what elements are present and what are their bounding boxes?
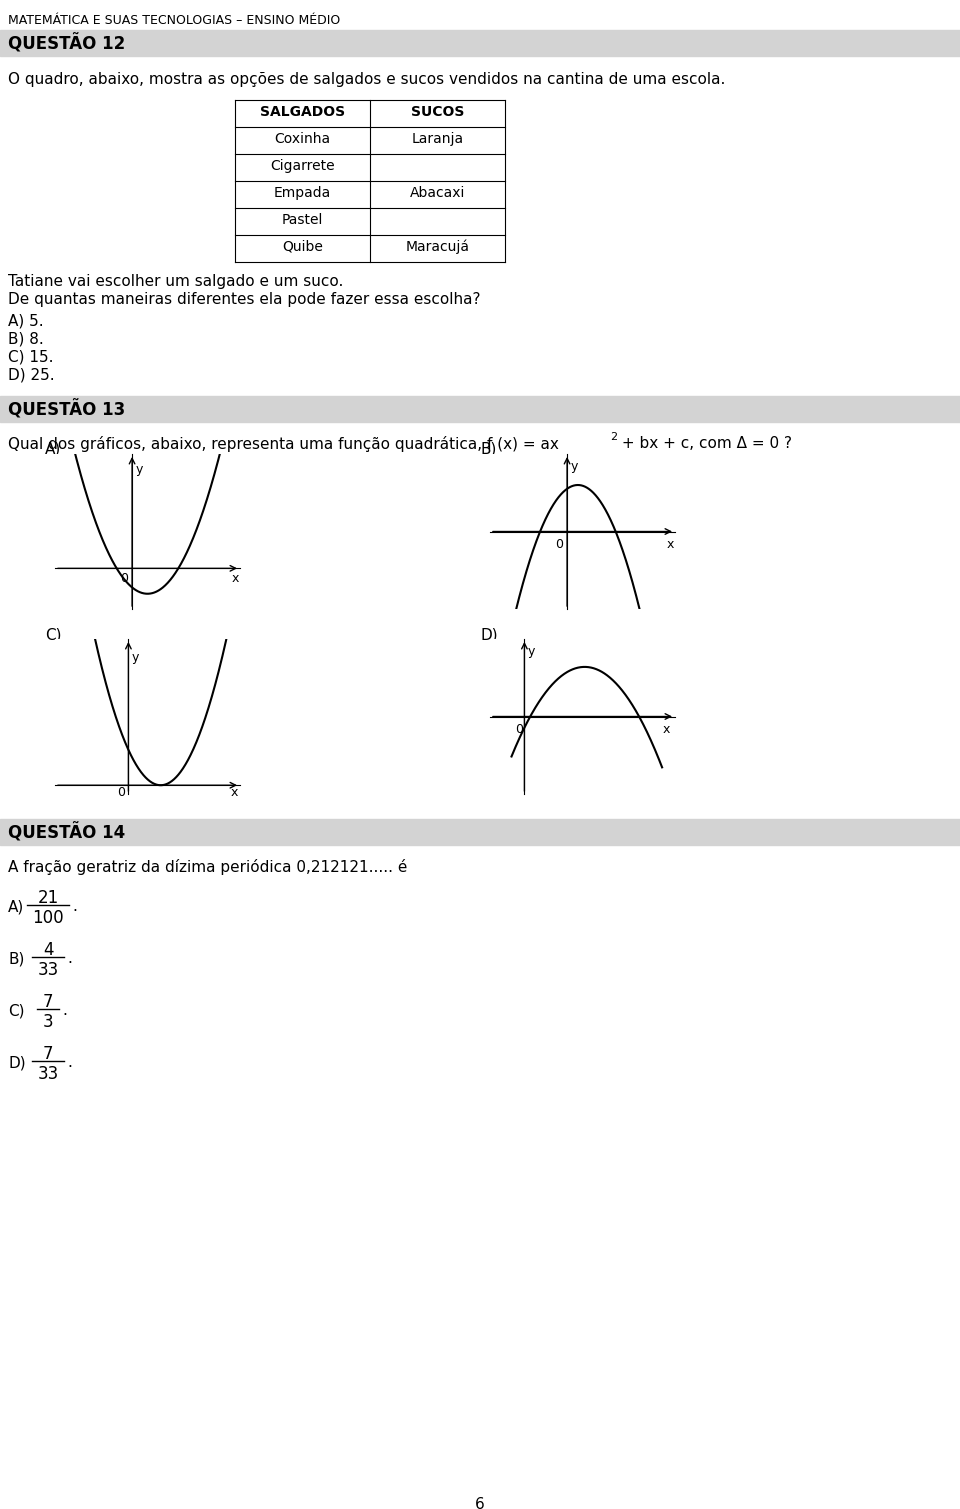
Text: 33: 33: [37, 1065, 59, 1083]
Text: 0: 0: [120, 572, 129, 584]
Text: D): D): [480, 628, 497, 641]
Text: A): A): [8, 899, 24, 914]
Text: 7: 7: [43, 993, 53, 1011]
Text: 3: 3: [42, 1013, 54, 1031]
Text: Maracujá: Maracujá: [405, 240, 469, 255]
Text: 7: 7: [43, 1046, 53, 1062]
Text: 6: 6: [475, 1497, 485, 1509]
Text: x: x: [231, 572, 239, 584]
Text: 0: 0: [555, 537, 564, 551]
Text: y: y: [135, 463, 143, 477]
Text: .: .: [72, 899, 77, 914]
Text: 0: 0: [117, 786, 125, 798]
Bar: [0, 819, 960, 845]
Text: 4: 4: [43, 942, 53, 960]
Text: Pastel: Pastel: [282, 213, 324, 226]
Text: A fração geratriz da dízima periódica 0,212121..... é: A fração geratriz da dízima periódica 0,…: [8, 859, 407, 875]
Text: 0: 0: [515, 723, 522, 736]
Text: + bx + c, com Δ = 0 ?: + bx + c, com Δ = 0 ?: [617, 436, 792, 451]
Text: 2: 2: [610, 432, 617, 442]
Text: .: .: [62, 1003, 67, 1019]
Text: 100: 100: [33, 908, 63, 927]
Text: Empada: Empada: [274, 186, 331, 201]
Text: y: y: [132, 650, 139, 664]
Text: SUCOS: SUCOS: [411, 106, 465, 119]
Text: y: y: [571, 460, 578, 474]
Text: A): A): [45, 442, 61, 457]
Text: O quadro, abaixo, mostra as opções de salgados e sucos vendidos na cantina de um: O quadro, abaixo, mostra as opções de sa…: [8, 72, 726, 88]
Text: MATEMÁTICA E SUAS TECNOLOGIAS – ENSINO MÉDIO: MATEMÁTICA E SUAS TECNOLOGIAS – ENSINO M…: [8, 14, 340, 27]
Text: B): B): [480, 442, 496, 457]
Text: C): C): [8, 1003, 25, 1019]
Text: C): C): [45, 628, 61, 641]
Text: Coxinha: Coxinha: [275, 131, 330, 146]
Text: D) 25.: D) 25.: [8, 368, 55, 383]
Bar: [0, 30, 960, 56]
Text: Abacaxi: Abacaxi: [410, 186, 466, 201]
Text: Laranja: Laranja: [412, 131, 464, 146]
Text: De quantas maneiras diferentes ela pode fazer essa escolha?: De quantas maneiras diferentes ela pode …: [8, 293, 481, 306]
Text: QUESTÃO 13: QUESTÃO 13: [8, 400, 125, 420]
Text: y: y: [528, 646, 536, 658]
Text: x: x: [663, 723, 670, 736]
Bar: [0, 395, 960, 423]
Text: Quibe: Quibe: [282, 240, 323, 254]
Text: QUESTÃO 12: QUESTÃO 12: [8, 35, 125, 53]
Text: x: x: [231, 786, 238, 798]
Text: Tatiane vai escolher um salgado e um suco.: Tatiane vai escolher um salgado e um suc…: [8, 275, 344, 290]
Text: SALGADOS: SALGADOS: [260, 106, 345, 119]
Text: .: .: [67, 1055, 72, 1070]
Text: D): D): [8, 1055, 26, 1070]
Text: 21: 21: [37, 889, 59, 907]
Text: Qual dos gráficos, abaixo, representa uma função quadrática, f (x) = ax: Qual dos gráficos, abaixo, representa um…: [8, 436, 559, 453]
Text: C) 15.: C) 15.: [8, 350, 54, 365]
Text: QUESTÃO 14: QUESTÃO 14: [8, 822, 125, 842]
Text: 33: 33: [37, 961, 59, 979]
Text: B) 8.: B) 8.: [8, 332, 44, 347]
Text: x: x: [666, 537, 674, 551]
Text: .: .: [67, 951, 72, 966]
Text: A) 5.: A) 5.: [8, 314, 43, 329]
Text: B): B): [8, 951, 24, 966]
Text: Cigarrete: Cigarrete: [270, 158, 335, 174]
